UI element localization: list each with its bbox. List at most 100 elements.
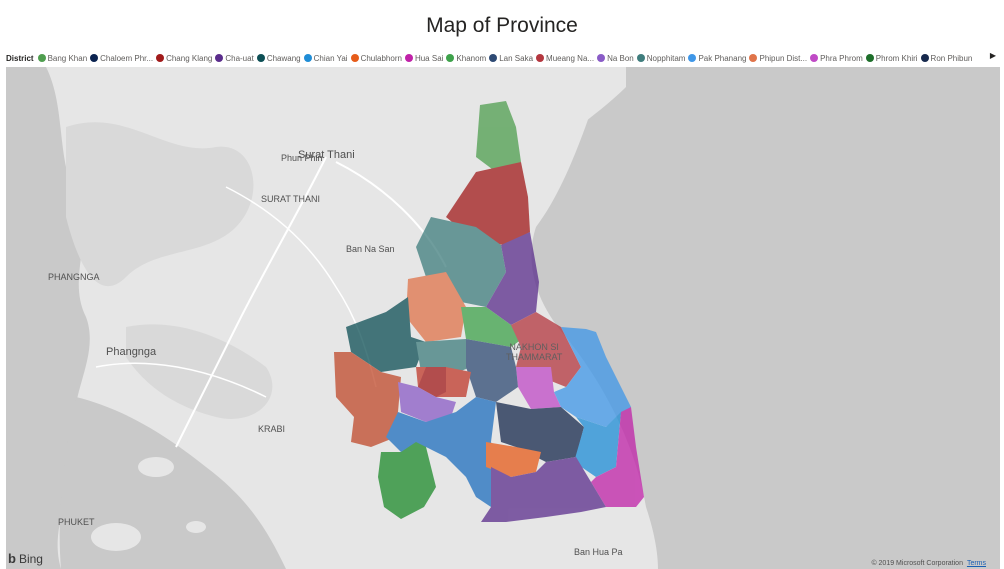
place-ban-hua-pa: Ban Hua Pa <box>574 547 623 557</box>
place-nakhon-line2: THAMMARAT <box>506 352 563 362</box>
legend-dot-icon <box>350 54 359 62</box>
legend-item[interactable]: Na Bon <box>597 54 634 63</box>
place-nakhon-si-thammarat: NAKHON SI THAMMARAT <box>506 342 562 362</box>
place-phun-phin: Phun Phin <box>281 153 323 163</box>
district-bang-khan-south[interactable] <box>378 442 436 519</box>
legend-dot-icon <box>688 54 697 62</box>
place-krabi: KRABI <box>258 424 286 434</box>
place-phangnga-province: PHANGNGA <box>48 272 100 282</box>
district-phrom-khiri[interactable] <box>334 352 401 447</box>
legend-label: Ron Phibun <box>930 53 973 63</box>
legend-dot-icon <box>489 54 498 62</box>
legend-item[interactable]: Lan Saka <box>489 54 533 63</box>
legend-dot-icon <box>749 54 758 62</box>
legend-item[interactable]: Chian Yai <box>303 53 348 63</box>
legend-label: Chulabhorn <box>360 53 402 63</box>
district-mueang-na[interactable] <box>446 162 530 245</box>
legend-title: District <box>6 53 34 63</box>
legend-label: Lan Saka <box>499 53 534 63</box>
terrain-shade <box>66 122 254 287</box>
district-nopphitam[interactable] <box>346 297 426 372</box>
terms-link[interactable]: Terms <box>966 560 986 567</box>
district-ron-phibun[interactable] <box>466 339 518 402</box>
place-phangnga-city: Phangnga <box>106 346 157 358</box>
legend-dot-icon <box>256 54 265 62</box>
legend-item[interactable]: Ron Phibun <box>920 53 973 63</box>
district-pak-phanang[interactable] <box>574 412 621 477</box>
legend-item[interactable]: Phipun Dist... <box>749 54 807 63</box>
legend-item[interactable]: Bang Khan <box>37 53 88 63</box>
legend-item[interactable]: Nopphitam <box>636 53 686 63</box>
district-phipun[interactable] <box>406 272 466 342</box>
district-phra-phrom[interactable] <box>418 367 446 397</box>
legend-dot-icon <box>156 54 165 62</box>
map-canvas[interactable]: Surat Thani Phun Phin SURAT THANI Ban Na… <box>6 67 1000 569</box>
legend-label: Chawang <box>266 53 301 63</box>
road <box>95 362 267 398</box>
legend-label: Hua Sai <box>414 53 444 63</box>
legend-label: Khanom <box>456 53 487 63</box>
place-nakhon-line1: NAKHON SI <box>509 342 559 352</box>
legend-items: Bang Khan Chaloem Phr... Chang Klang Cha-ua… <box>37 53 976 63</box>
place-surat-thani-city: Surat Thani <box>298 149 355 161</box>
legend-label: Pak Phanang <box>698 53 747 63</box>
legend-item[interactable]: Phrom Khiri <box>865 53 918 63</box>
legend-label: Chang Klang <box>166 53 213 63</box>
legend-label: Chaloem Phr... <box>100 53 154 63</box>
district-polygons <box>334 101 644 522</box>
legend-dot-icon <box>920 54 929 62</box>
legend-item[interactable]: Pak Phanang <box>688 54 746 63</box>
legend-dot-icon <box>37 54 46 62</box>
legend-next-arrow-icon[interactable]: ▶ <box>989 51 996 60</box>
legend-label: Phipun Dist... <box>759 53 808 63</box>
legend-item[interactable]: Chang Klang <box>156 54 212 63</box>
legend-item[interactable]: Hua Sai <box>404 53 444 63</box>
place-surat-thani-province: SURAT THANI <box>261 194 321 204</box>
island <box>186 521 206 533</box>
legend-item[interactable]: Phra Phrom <box>810 54 863 63</box>
bing-label: Bing <box>18 551 43 566</box>
copyright-text: © 2019 Microsoft Corporation <box>871 560 963 567</box>
district-lan-saka[interactable] <box>496 402 584 462</box>
district-hua-sai[interactable] <box>591 407 644 507</box>
legend-item[interactable]: Mueang Na... <box>536 54 594 63</box>
bing-attribution[interactable]: b Bing <box>8 551 43 566</box>
legend-dot-icon <box>636 54 645 62</box>
legend-item[interactable]: Khanom <box>446 54 486 63</box>
chart-title: Map of Province <box>426 14 578 37</box>
district-cha-uat-south[interactable] <box>481 457 606 522</box>
district-khanom[interactable] <box>476 101 521 172</box>
legend-label: Mueang Na... <box>546 53 595 63</box>
legend-dot-icon <box>536 54 545 62</box>
legend-label: Bang Khan <box>47 53 88 63</box>
legend-dot-icon <box>404 54 413 62</box>
map-copyright: © 2019 Microsoft Corporation Terms <box>871 560 986 567</box>
legend-label: Phrom Khiri <box>875 53 918 63</box>
legend-dot-icon <box>865 54 874 62</box>
bing-logo-icon: b <box>8 551 16 566</box>
place-ban-na-san: Ban Na San <box>346 244 395 254</box>
legend-item[interactable]: Cha-uat <box>215 53 254 63</box>
district-cha-uat[interactable] <box>398 382 456 422</box>
road <box>175 156 327 448</box>
map-legend: District Bang Khan Chaloem Phr... Chang Kl… <box>6 51 996 65</box>
legend-item[interactable]: Chawang <box>256 53 301 63</box>
district-chulabhorn[interactable] <box>516 367 561 409</box>
island <box>91 523 141 551</box>
island <box>138 457 174 477</box>
place-phuket: PHUKET <box>58 517 95 527</box>
legend-dot-icon <box>446 54 455 62</box>
legend-item[interactable]: Chaloem Phr... <box>90 54 153 63</box>
district-pak-phanang-north[interactable] <box>554 327 631 427</box>
map-basemap <box>6 67 658 569</box>
district-chulabhorn-orange[interactable] <box>486 442 541 477</box>
legend-dot-icon <box>90 54 99 62</box>
legend-label: Cha-uat <box>225 53 254 63</box>
legend-dot-icon <box>597 54 606 62</box>
district-na-bon[interactable] <box>486 232 539 325</box>
legend-label: Na Bon <box>607 53 634 63</box>
legend-label: Nopphitam <box>646 53 686 63</box>
legend-label: Chian Yai <box>313 53 348 63</box>
legend-item[interactable]: Chulabhorn <box>350 53 402 63</box>
district-chian-yai[interactable] <box>386 397 501 507</box>
